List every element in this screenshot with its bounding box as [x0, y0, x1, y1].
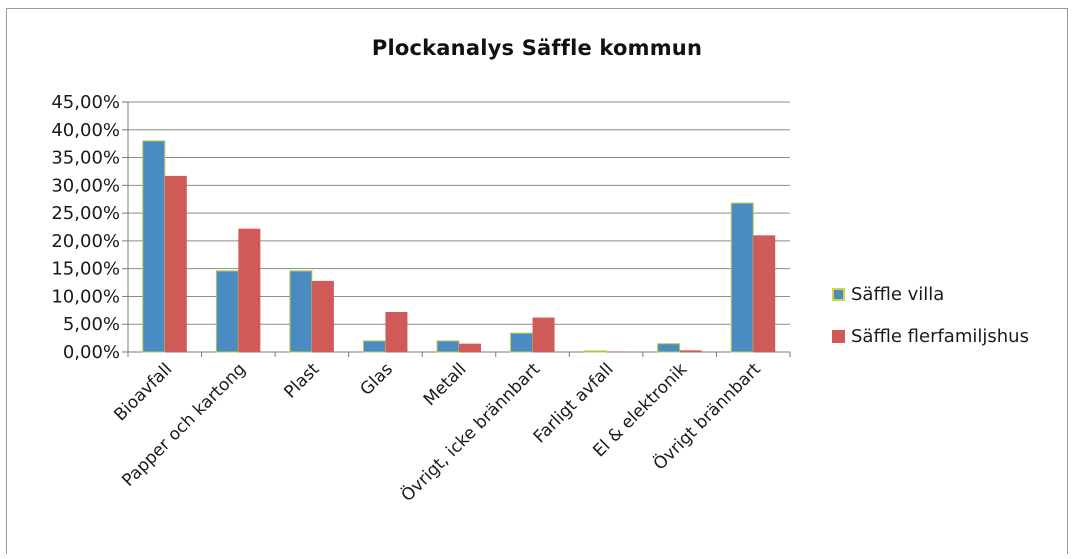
y-tick-label: 15,00%	[51, 259, 120, 280]
bar-saffle-flerfamiljshus	[532, 317, 555, 352]
bar-saffle-flerfamiljshus	[385, 312, 408, 352]
bar-saffle-villa	[289, 270, 313, 353]
y-tick-label: 5,00%	[63, 314, 120, 335]
y-tick-label: 0,00%	[63, 342, 120, 363]
bar-saffle-flerfamiljshus	[679, 350, 702, 352]
y-tick-label: 45,00%	[51, 92, 120, 113]
y-tick-label: 20,00%	[51, 231, 120, 252]
x-tick-label: Bioavfall	[110, 359, 176, 425]
y-tick-label: 25,00%	[51, 203, 120, 224]
bar-saffle-flerfamiljshus	[606, 351, 629, 352]
chart-frame	[6, 8, 1068, 554]
bar-saffle-villa	[510, 332, 534, 353]
legend-swatch-saffle-villa	[832, 287, 845, 301]
y-tick-label: 35,00%	[51, 148, 120, 169]
bar-saffle-villa	[215, 270, 239, 353]
legend-swatch-saffle-flerfamiljshus	[832, 329, 845, 343]
legend-item-saffle-flerfamiljshus: Säffle flerfamiljshus	[832, 325, 1029, 347]
bar-saffle-villa	[583, 350, 607, 353]
x-tick-label: Metall	[420, 359, 471, 410]
y-tick-label: 30,00%	[51, 175, 120, 196]
bar-saffle-flerfamiljshus	[753, 235, 776, 352]
bar-saffle-villa	[657, 343, 681, 353]
x-tick-label: Plast	[280, 359, 323, 402]
bar-saffle-flerfamiljshus	[459, 343, 481, 352]
bar-saffle-villa	[362, 340, 386, 353]
bar-saffle-villa	[436, 340, 460, 353]
legend-label-saffle-villa: Säffle villa	[851, 283, 945, 305]
bar-saffle-villa	[142, 140, 166, 353]
x-tick-label: Övrigt, icke brännbart	[396, 358, 544, 506]
chart-title: Plockanalys Säffle kommun	[371, 36, 703, 60]
bar-saffle-villa	[730, 202, 754, 353]
bar-saffle-flerfamiljshus	[311, 280, 334, 352]
legend-label-saffle-flerfamiljshus: Säffle flerfamiljshus	[851, 325, 1029, 347]
chart-legend: Säffle villa Säffle flerfamiljshus	[832, 283, 1029, 367]
bar-saffle-flerfamiljshus	[238, 228, 261, 352]
x-tick-label: Glas	[357, 359, 398, 400]
legend-item-saffle-villa: Säffle villa	[832, 283, 1029, 305]
y-tick-label: 40,00%	[51, 120, 120, 141]
x-tick-label: Papper och kartong	[118, 359, 249, 490]
y-tick-label: 10,00%	[51, 286, 120, 307]
bar-saffle-flerfamiljshus	[164, 175, 187, 352]
